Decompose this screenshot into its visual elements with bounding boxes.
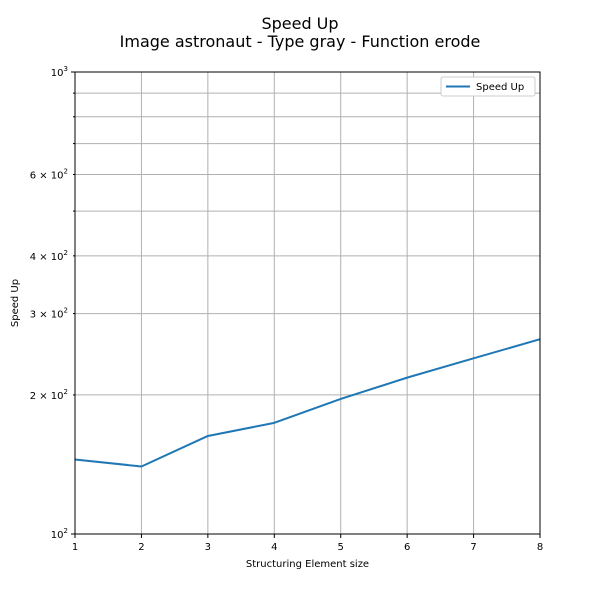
y-tick-label: 103: [51, 65, 68, 79]
x-tick-label: 4: [271, 542, 277, 553]
legend: Speed Up: [440, 76, 536, 97]
y-tick-label: 4 × 102: [30, 249, 68, 263]
legend-box: [440, 76, 536, 97]
x-tick-label: 2: [138, 542, 144, 553]
y-tick-label: 2 × 102: [30, 388, 68, 402]
y-axis-label: Speed Up: [10, 279, 21, 327]
y-tick-label: 6 × 102: [30, 167, 68, 181]
plot-frame: [74, 71, 541, 535]
legend-label: Speed Up: [476, 82, 524, 93]
chart-title: Speed Up: [261, 14, 339, 33]
x-tick-label: 5: [338, 542, 344, 553]
x-tick-label: 7: [470, 542, 476, 553]
x-tick-label: 6: [404, 542, 410, 553]
x-axis-label: Structuring Element size: [246, 559, 369, 570]
y-tick-label: 3 × 102: [30, 307, 68, 321]
series-line-speed-up: [74, 338, 541, 468]
x-tick-label: 3: [205, 542, 211, 553]
chart-subtitle: Image astronaut - Type gray - Function e…: [119, 32, 481, 51]
axis-ticks: 1 2 3 4 5 6 7 8 102 2 × 102 3 × 102 4 × 102 6 × 102 1…: [30, 65, 543, 553]
series-layer: [74, 338, 541, 468]
x-tick-label: 8: [537, 542, 543, 553]
x-tick-label: 1: [72, 542, 78, 553]
y-tick-label: 102: [51, 527, 68, 541]
